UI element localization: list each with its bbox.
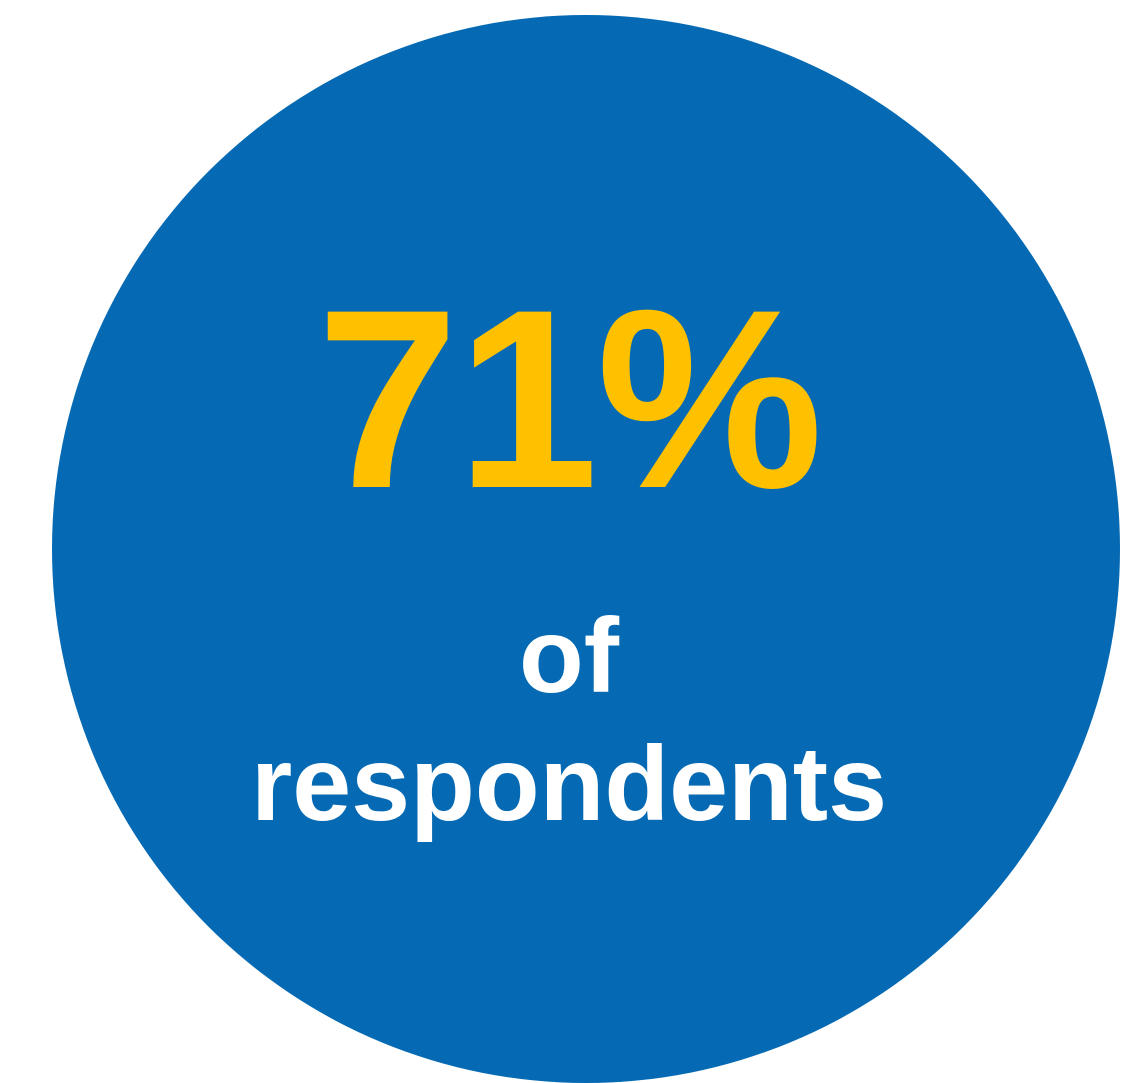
stat-value: 71% xyxy=(316,257,823,542)
stat-circle xyxy=(52,15,1120,1083)
stat-caption: of respondents xyxy=(0,592,1138,848)
stat-caption-line-2: respondents xyxy=(250,725,888,843)
stat-caption-line-1: of xyxy=(518,597,620,715)
